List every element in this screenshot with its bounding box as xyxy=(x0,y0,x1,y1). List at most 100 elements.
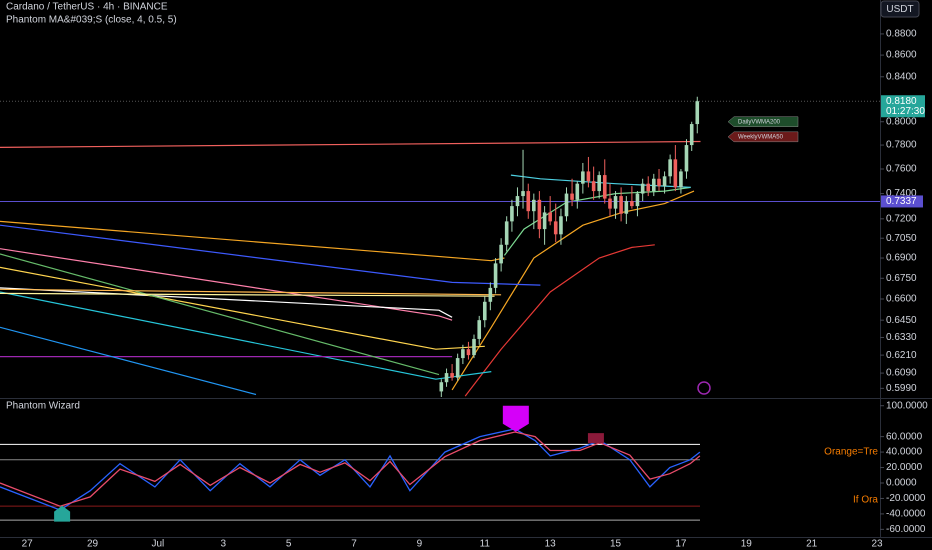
candle-body xyxy=(444,373,449,383)
y-tick-label: 0.8000 xyxy=(886,116,917,127)
candle-body xyxy=(548,212,552,222)
moving-average xyxy=(0,253,440,376)
candle-body xyxy=(515,196,520,207)
annotation: If Ora xyxy=(853,495,878,506)
y-tick-label: -60.0000 xyxy=(886,524,926,535)
y-tick-label: 0.8600 xyxy=(886,50,917,61)
x-tick-label: 23 xyxy=(871,539,883,550)
y-tick-label: -40.0000 xyxy=(886,509,926,520)
candle-body xyxy=(499,244,503,264)
candle-body xyxy=(695,101,700,125)
level-label: 0.7337 xyxy=(886,196,917,207)
y-tick-label: 0.6900 xyxy=(886,253,917,264)
y-tick-label: 0.7800 xyxy=(886,140,917,151)
candle-body xyxy=(586,171,591,182)
candle-body xyxy=(689,124,694,146)
y-tick-label: 0.8800 xyxy=(886,29,917,40)
candle-body xyxy=(466,349,471,356)
candle-body xyxy=(602,175,607,199)
y-tick-label: 0.8400 xyxy=(886,71,917,82)
candle-body xyxy=(455,358,460,378)
candle-body xyxy=(640,183,645,194)
ma-tag-label: WeeklyVWMA50 xyxy=(738,134,784,140)
y-tick-label: 0.0000 xyxy=(886,478,917,489)
level-box xyxy=(881,195,923,208)
moving-average xyxy=(0,224,541,286)
y-tick-label: 20.0000 xyxy=(886,462,923,473)
candle-body xyxy=(559,216,563,235)
moving-average xyxy=(0,288,502,296)
candle-body xyxy=(482,301,487,321)
candle-body xyxy=(591,181,596,192)
candle-body xyxy=(619,196,623,214)
axes: 0.8800 0.8600 0.8400 0.8000 0.7800 0.7600 0.74… xyxy=(22,29,929,550)
candle-body xyxy=(553,221,558,235)
candle-body xyxy=(521,191,525,197)
x-tick-label: 9 xyxy=(417,539,423,550)
candle-body xyxy=(461,349,465,359)
candle-body xyxy=(493,263,498,288)
y-tick-label: 0.5990 xyxy=(886,383,917,394)
chart-title: Cardano / TetherUS · 4h · BINANCE xyxy=(6,2,168,13)
candle-body xyxy=(608,198,612,209)
x-tick-label: 7 xyxy=(351,539,357,550)
y-tick-label: 0.7200 xyxy=(886,213,917,224)
y-tick-label: 0.7600 xyxy=(886,164,917,175)
moving-average xyxy=(464,244,655,397)
candle-body xyxy=(597,175,601,192)
last-price-box xyxy=(881,95,925,118)
candle-body xyxy=(657,178,661,187)
candle-body xyxy=(450,373,454,378)
candle-body xyxy=(477,320,482,339)
candle-body xyxy=(532,199,536,212)
oscillator-title: Phantom Wizard xyxy=(6,401,80,412)
candle-body xyxy=(646,183,651,192)
y-tick-label: 0.7050 xyxy=(886,233,917,244)
candle-body xyxy=(613,196,618,209)
alert-icon[interactable] xyxy=(697,381,711,395)
candle-body xyxy=(662,176,667,187)
candle-body xyxy=(570,193,574,200)
annotation: Orange=Tre xyxy=(824,447,878,458)
indicator-label: Phantom MA&#039;S (close, 4, 0.5, 5) xyxy=(6,15,177,26)
candle-body xyxy=(581,171,585,184)
y-tick-label: -20.0000 xyxy=(886,493,926,504)
last-price-label: 0.8180 xyxy=(886,96,917,107)
x-tick-label: 13 xyxy=(545,539,557,550)
x-tick-label: 15 xyxy=(610,539,622,550)
candle-body xyxy=(472,338,476,356)
candle-body xyxy=(630,201,634,207)
oscillator-line xyxy=(0,431,701,507)
moving-average xyxy=(0,291,492,380)
moving-average xyxy=(503,186,691,256)
x-tick-label: 5 xyxy=(286,539,292,550)
moving-average xyxy=(0,326,257,396)
oscillator-pane xyxy=(0,405,701,522)
x-tick-label: 3 xyxy=(220,539,226,550)
y-tick-label: 100.0000 xyxy=(886,400,928,411)
x-tick-label: 29 xyxy=(87,539,99,550)
signal-marker xyxy=(587,433,604,444)
signal-marker xyxy=(502,405,529,432)
moving-average xyxy=(0,248,453,321)
oscillator-line xyxy=(0,428,701,511)
y-tick-label: 0.6750 xyxy=(886,273,917,284)
candle-body xyxy=(564,193,569,217)
candle-body xyxy=(635,193,640,207)
candle-body xyxy=(684,145,689,172)
signal-marker xyxy=(54,505,71,522)
x-tick-label: 27 xyxy=(22,539,34,550)
currency-button[interactable] xyxy=(880,0,920,18)
x-tick-label: Jul xyxy=(151,539,164,550)
y-tick-label: 0.6600 xyxy=(886,294,917,305)
price-pane xyxy=(0,96,880,397)
currency-label[interactable]: USDT xyxy=(886,4,913,15)
candle-body xyxy=(488,287,493,302)
y-tick-label: 40.0000 xyxy=(886,447,923,458)
x-tick-label: 11 xyxy=(480,539,491,550)
y-tick-label: 0.6450 xyxy=(886,315,917,326)
candle-body xyxy=(624,201,629,214)
candle-body xyxy=(439,382,444,392)
